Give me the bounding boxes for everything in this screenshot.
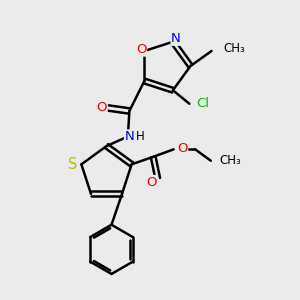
Text: N: N [124,130,134,143]
Text: Cl: Cl [196,97,209,110]
Text: N: N [171,32,181,45]
Text: H: H [136,130,145,143]
Text: O: O [136,43,147,56]
Text: S: S [68,157,78,172]
Text: O: O [146,176,157,188]
Text: CH₃: CH₃ [223,42,245,55]
Text: O: O [177,142,188,154]
Text: CH₃: CH₃ [220,154,242,167]
Text: O: O [97,101,107,115]
